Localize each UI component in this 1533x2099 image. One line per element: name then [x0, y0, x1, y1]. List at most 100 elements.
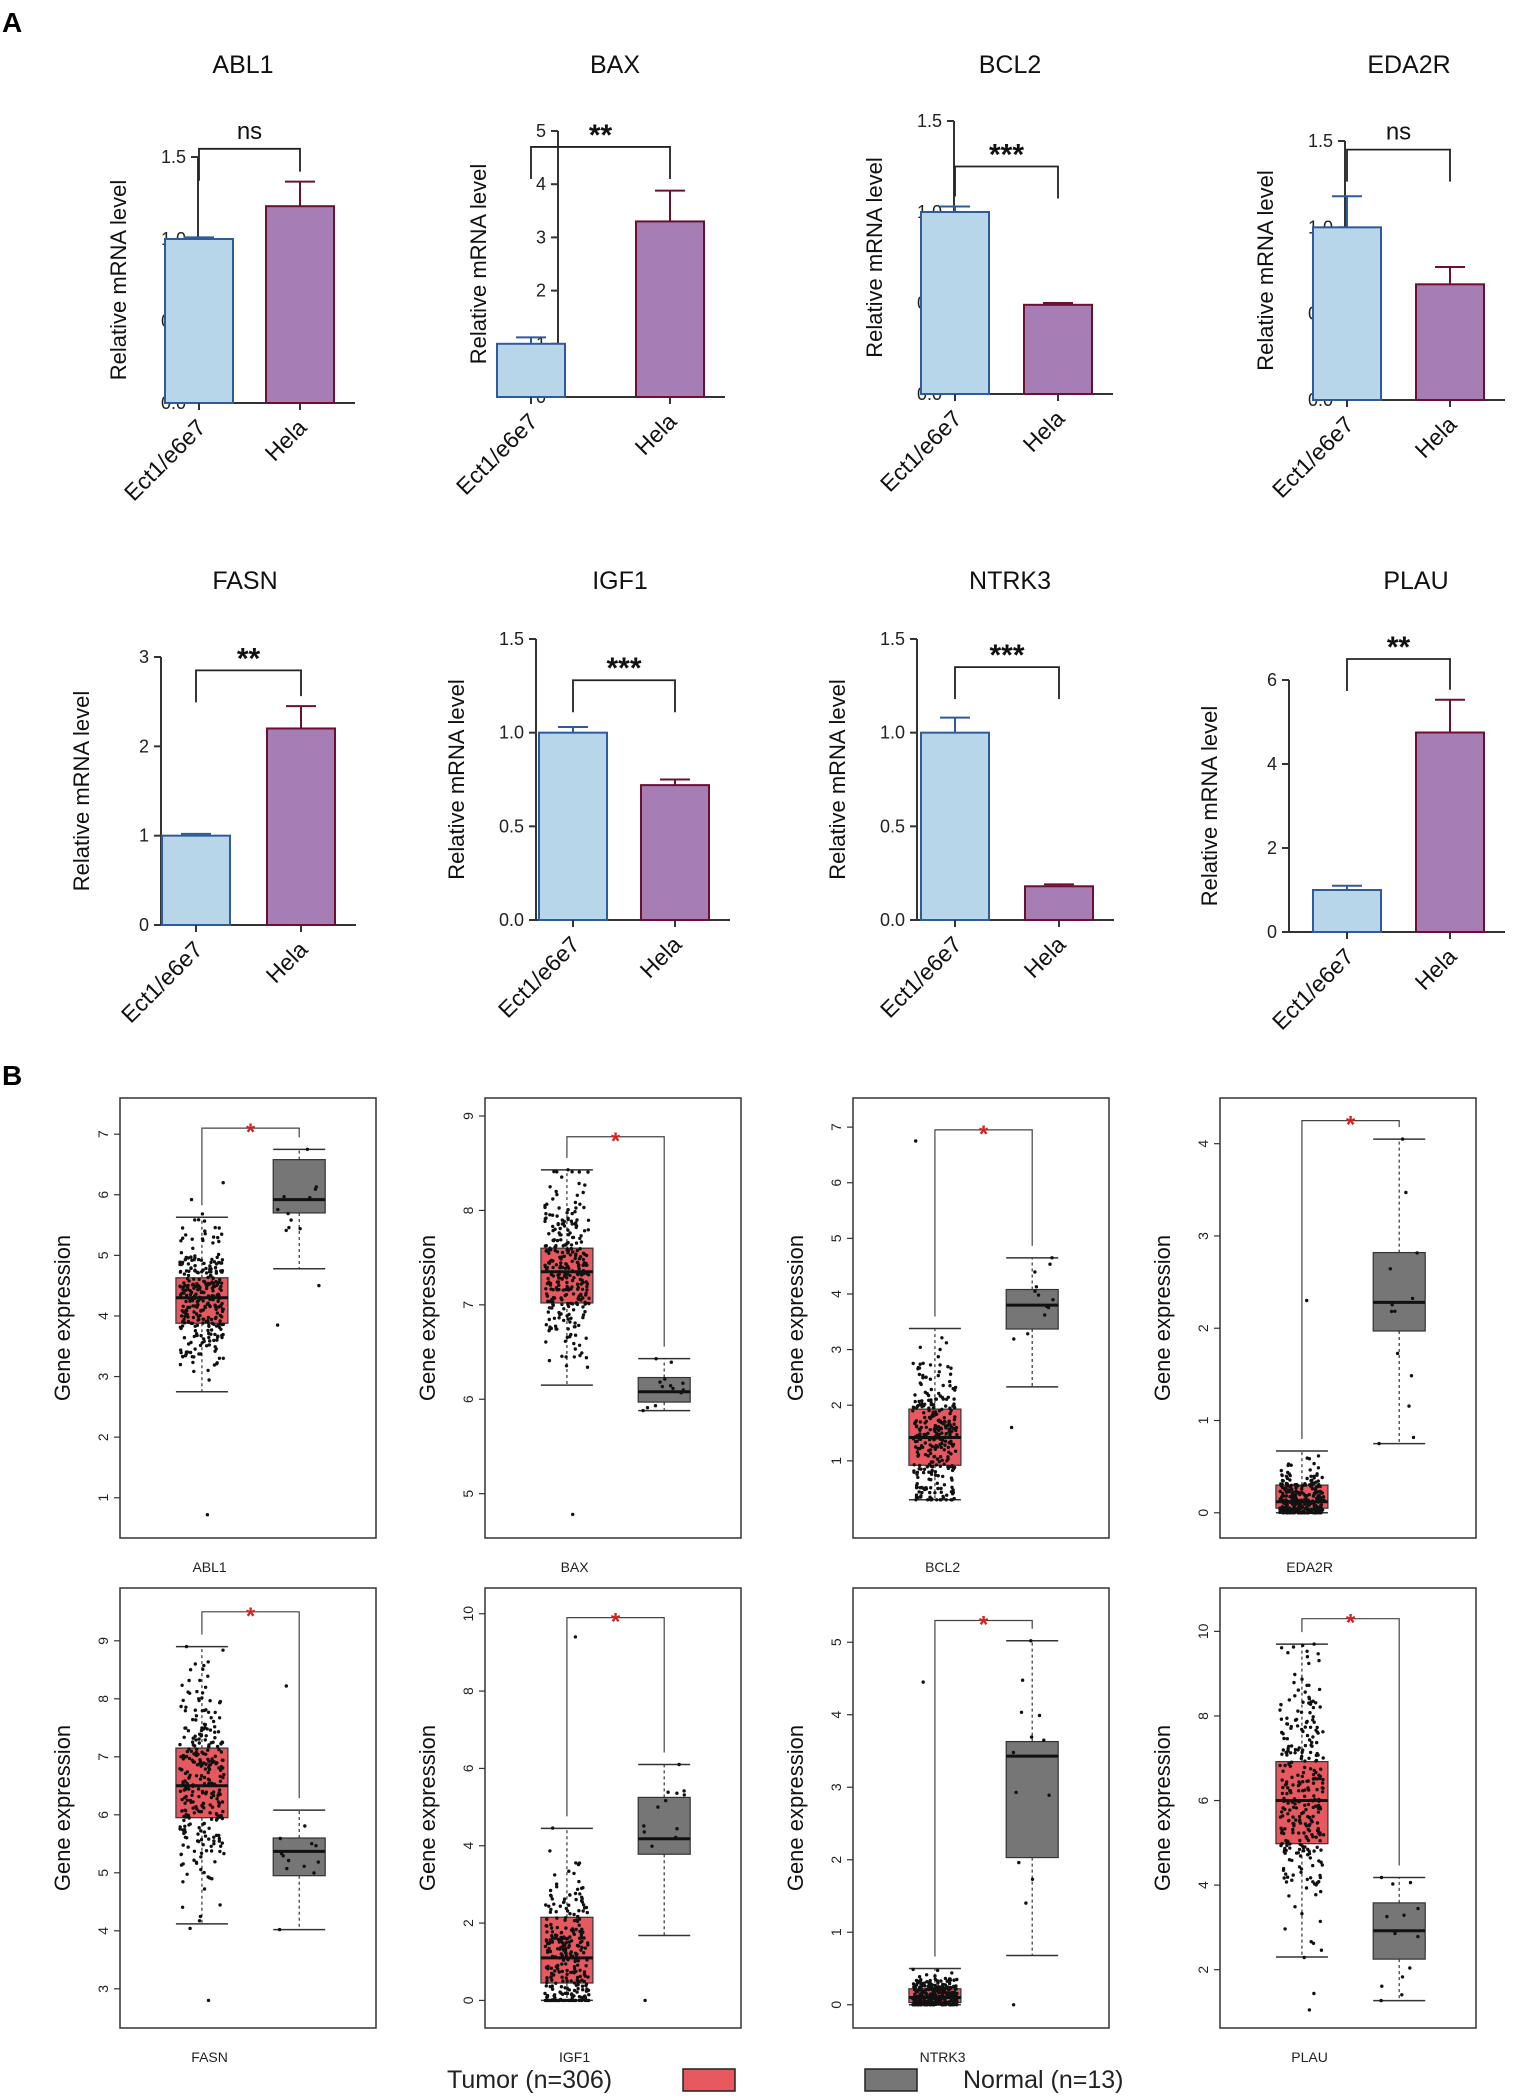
y-tick-label: 10	[1195, 1623, 1211, 1639]
y-tick-label: 9	[95, 1637, 111, 1645]
bar-hela	[1415, 283, 1485, 401]
y-axis-label: Relative mRNA level	[862, 157, 887, 358]
normal-points	[641, 1357, 686, 1413]
bar-chart-ntrk3: NTRK3 Relative mRNA level 0.0 0.5 1.0 1.5 Ect1…	[825, 567, 1114, 1023]
significance-label: *	[611, 1128, 621, 1155]
normal-points	[1379, 1875, 1420, 2003]
y-tick-label: 4	[828, 1711, 844, 1719]
y-axis-label: Relative mRNA level	[825, 679, 850, 880]
y-tick-label: 0	[828, 2001, 844, 2009]
y-tick-label: 1.5	[880, 629, 905, 649]
tumor-group	[1275, 1642, 1329, 2012]
plot-frame	[1219, 1097, 1477, 1539]
y-tick-label: 7	[95, 1130, 111, 1138]
significance-bracket	[201, 1611, 300, 1799]
x-axis-label: BAX	[561, 1559, 590, 1575]
bar-ect1-e6e7	[920, 211, 990, 395]
bar-chart-plau: PLAU Relative mRNA level 0 2 4 6 Ect1/e6e7 Hela…	[1197, 567, 1505, 1035]
bar-ect1-e6e7	[164, 238, 234, 404]
significance-label: *	[1346, 1112, 1356, 1139]
x-axis-label: EDA2R	[1286, 1559, 1333, 1575]
y-axis-label: Gene expression	[50, 1235, 75, 1401]
y-tick-label: 4	[460, 1842, 476, 1850]
x-tick-label: Ect1/e6e7	[875, 931, 967, 1023]
y-tick-label: 6	[460, 1764, 476, 1772]
tumor-group	[540, 1168, 594, 1517]
x-axis-label: BCL2	[925, 1559, 960, 1575]
bar-hela	[1023, 303, 1093, 396]
y-tick-label: 8	[460, 1687, 476, 1695]
y-tick-label: 3	[95, 1985, 111, 1993]
significance-bracket	[934, 1129, 1033, 1317]
plot-frame	[119, 1587, 377, 2029]
y-axis-label: Relative mRNA level	[444, 679, 469, 880]
normal-group	[637, 1357, 691, 1413]
legend-tumor-swatch	[682, 2068, 736, 2092]
significance-bracket	[1346, 148, 1451, 182]
y-tick-label: 6	[1267, 670, 1277, 690]
plot-frame	[484, 1587, 742, 2029]
bar-ect1-e6e7	[161, 834, 231, 927]
y-tick-label: 2	[536, 281, 546, 301]
y-tick-label: 7	[828, 1123, 844, 1131]
significance-label: ***	[606, 652, 641, 685]
y-tick-label: 6	[828, 1179, 844, 1187]
y-tick-label: 5	[828, 1234, 844, 1242]
significance-bracket	[1301, 1120, 1400, 1439]
y-tick-label: 4	[828, 1290, 844, 1298]
tumor-points	[178, 1181, 226, 1517]
normal-box	[272, 1837, 326, 1877]
significance-label: ***	[989, 639, 1024, 672]
legend-normal-swatch	[864, 2068, 918, 2092]
y-tick-label: 3	[828, 1345, 844, 1353]
chart-title: NTRK3	[969, 567, 1051, 595]
significance-label: ***	[989, 139, 1024, 172]
bar-ect1-e6e7	[538, 731, 608, 922]
normal-group	[272, 1684, 326, 1932]
normal-group	[1005, 1256, 1059, 1430]
normal-box	[637, 1376, 691, 1403]
tumor-points	[178, 1644, 226, 2003]
significance-bracket	[201, 1127, 300, 1206]
y-tick-label: 8	[460, 1206, 476, 1214]
y-tick-label: 1.0	[880, 723, 905, 743]
significance-label: *	[611, 1609, 621, 1636]
normal-box	[272, 1159, 326, 1214]
x-tick-label: Ect1/e6e7	[119, 414, 211, 506]
significance-label: *	[1346, 1610, 1356, 1637]
tumor-group	[540, 1635, 594, 2003]
chart-title: BCL2	[979, 51, 1042, 79]
y-tick-label: 3	[1195, 1232, 1211, 1240]
significance-bracket	[1301, 1618, 1400, 1866]
bar-hela	[266, 727, 336, 927]
tumor-points	[543, 1635, 591, 2003]
x-tick-label: Hela	[1410, 943, 1462, 995]
y-tick-label: 0	[139, 915, 149, 935]
chart-title: IGF1	[592, 567, 648, 595]
y-tick-label: 3	[536, 227, 546, 247]
y-tick-label: 5	[95, 1869, 111, 1877]
bar-ect1-e6e7	[496, 342, 566, 398]
x-axis-label: NTRK3	[920, 2049, 966, 2065]
x-tick-label: Ect1/e6e7	[1267, 411, 1359, 503]
significance-label: ns	[237, 118, 262, 145]
y-tick-label: 0	[1267, 922, 1277, 942]
x-tick-label: Hela	[1410, 411, 1462, 463]
normal-points	[277, 1684, 321, 1932]
normal-points	[1009, 1256, 1055, 1430]
x-tick-label: Ect1/e6e7	[451, 408, 543, 500]
box-plot-ntrk3: 0 1 2 3 4 5 Gene expression NTRK3 *	[783, 1587, 1110, 2065]
y-tick-label: 2	[95, 1433, 111, 1441]
y-tick-label: 1	[139, 826, 149, 846]
y-tick-label: 1.5	[1308, 131, 1333, 151]
x-tick-label: Ect1/e6e7	[875, 405, 967, 497]
plot-frame	[484, 1097, 742, 1539]
y-tick-label: 3	[139, 647, 149, 667]
normal-box	[1372, 1251, 1426, 1332]
y-axis-label: Gene expression	[783, 1725, 808, 1891]
normal-box	[1005, 1288, 1059, 1330]
y-tick-label: 3	[828, 1783, 844, 1791]
y-tick-label: 2	[1267, 838, 1277, 858]
tumor-points	[543, 1168, 591, 1517]
